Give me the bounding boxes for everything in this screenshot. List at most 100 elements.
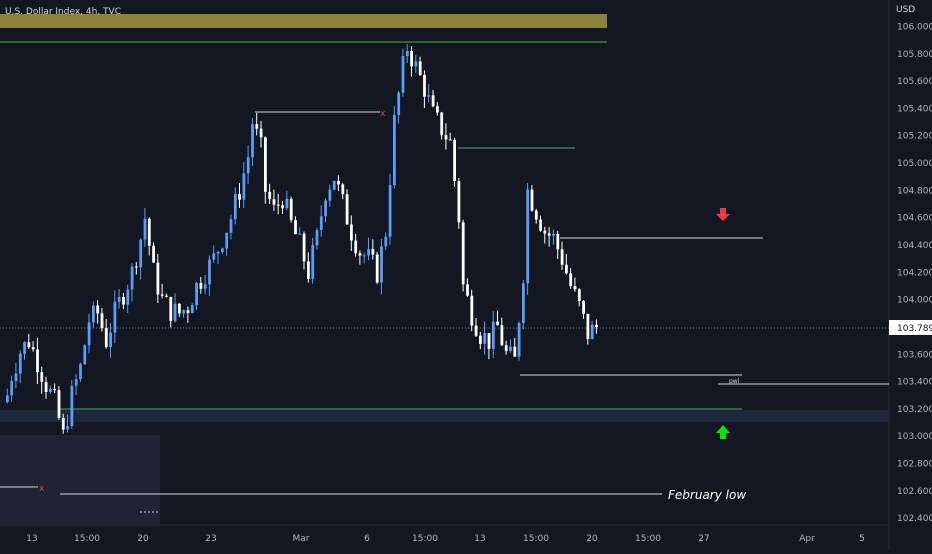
candle-body[interactable] <box>182 310 186 314</box>
candle-body[interactable] <box>49 388 52 392</box>
candle-body[interactable] <box>491 321 495 349</box>
candle-body[interactable] <box>130 266 134 290</box>
candle-body[interactable] <box>362 255 366 257</box>
candle-body[interactable] <box>61 418 65 430</box>
candles-group[interactable] <box>6 44 598 434</box>
time-axis[interactable]: 13 15:00 20 23 Mar 6 15:00 13 15:00 20 15:00 27 Apr 5 <box>26 534 865 544</box>
candle-body[interactable] <box>14 373 18 382</box>
candle-body[interactable] <box>483 333 487 344</box>
supply-zone[interactable] <box>0 14 607 28</box>
price-axis[interactable]: 106.000 105.800 105.600 105.400 105.200 105.0… <box>897 22 932 524</box>
candle-body[interactable] <box>453 139 456 182</box>
candle-body[interactable] <box>354 240 358 254</box>
candle-body[interactable] <box>371 249 375 255</box>
candle-body[interactable] <box>173 303 177 321</box>
candle-body[interactable] <box>384 236 388 247</box>
candle-body[interactable] <box>10 381 14 396</box>
candle-body[interactable] <box>203 284 207 289</box>
candle-body[interactable] <box>414 61 418 67</box>
candle-body[interactable] <box>436 106 439 113</box>
candle-body[interactable] <box>31 347 35 350</box>
candle-body[interactable] <box>513 346 517 357</box>
candle-body[interactable] <box>509 346 512 352</box>
candle-body[interactable] <box>311 245 315 279</box>
candle-body[interactable] <box>440 112 444 136</box>
candle-body[interactable] <box>500 325 504 346</box>
candle-body[interactable] <box>418 61 422 75</box>
candle-body[interactable] <box>410 50 413 67</box>
candle-body[interactable] <box>186 310 190 314</box>
candle-body[interactable] <box>83 345 87 365</box>
candle-body[interactable] <box>23 342 26 354</box>
candle-body[interactable] <box>40 372 44 383</box>
candle-body[interactable] <box>487 333 491 349</box>
candle-body[interactable] <box>276 204 280 206</box>
candle-body[interactable] <box>212 253 216 260</box>
candle-body[interactable] <box>229 219 233 233</box>
candle-body[interactable] <box>534 210 538 220</box>
candle-body[interactable] <box>96 305 100 314</box>
candle-body[interactable] <box>225 232 229 249</box>
candle-body[interactable] <box>74 379 78 386</box>
candle-body[interactable] <box>461 222 465 285</box>
candle-body[interactable] <box>285 198 289 209</box>
candle-body[interactable] <box>268 191 272 200</box>
candle-body[interactable] <box>466 284 469 296</box>
candle-body[interactable] <box>79 364 82 380</box>
candle-body[interactable] <box>517 322 521 357</box>
candle-body[interactable] <box>238 194 241 200</box>
demand-zone[interactable] <box>0 410 889 422</box>
candle-body[interactable] <box>195 282 198 306</box>
candle-body[interactable] <box>350 224 353 241</box>
candle-body[interactable] <box>53 388 57 391</box>
candle-body[interactable] <box>44 382 48 392</box>
candle-body[interactable] <box>139 239 143 268</box>
candle-body[interactable] <box>479 335 482 344</box>
candle-body[interactable] <box>152 245 155 263</box>
candle-body[interactable] <box>444 135 448 140</box>
candle-body[interactable] <box>156 262 160 295</box>
candle-body[interactable] <box>569 273 573 287</box>
candle-body[interactable] <box>147 218 151 246</box>
candle-body[interactable] <box>298 233 302 235</box>
candle-body[interactable] <box>27 342 31 348</box>
candle-body[interactable] <box>423 74 426 97</box>
candle-body[interactable] <box>539 219 542 231</box>
candle-body[interactable] <box>281 205 284 209</box>
candle-body[interactable] <box>522 283 525 323</box>
candle-body[interactable] <box>109 332 112 348</box>
candle-body[interactable] <box>302 233 306 262</box>
candle-body[interactable] <box>367 249 370 256</box>
candle-body[interactable] <box>259 128 263 138</box>
candle-body[interactable] <box>586 313 590 340</box>
candle-body[interactable] <box>104 328 108 348</box>
candle-body[interactable] <box>556 233 560 250</box>
candle-body[interactable] <box>397 92 401 115</box>
candle-body[interactable] <box>242 173 246 200</box>
candle-body[interactable] <box>272 199 276 205</box>
candle-body[interactable] <box>122 296 125 305</box>
candle-body[interactable] <box>332 180 336 190</box>
candle-body[interactable] <box>165 295 168 297</box>
candle-body[interactable] <box>294 220 297 235</box>
candle-body[interactable] <box>160 294 164 296</box>
candle-body[interactable] <box>595 324 598 328</box>
candle-body[interactable] <box>87 322 91 346</box>
candle-body[interactable] <box>582 300 585 314</box>
candle-body[interactable] <box>474 325 478 336</box>
candle-body[interactable] <box>530 189 534 211</box>
candle-body[interactable] <box>388 185 392 237</box>
candle-body[interactable] <box>169 296 173 321</box>
candle-body[interactable] <box>393 114 396 186</box>
candle-body[interactable] <box>577 289 581 301</box>
candle-body[interactable] <box>431 95 435 107</box>
candle-body[interactable] <box>233 194 237 220</box>
candle-body[interactable] <box>315 230 319 246</box>
candle-body[interactable] <box>375 254 379 283</box>
candle-body[interactable] <box>18 353 22 374</box>
candle-body[interactable] <box>264 137 267 192</box>
candle-body[interactable] <box>504 345 508 352</box>
candle-body[interactable] <box>92 305 95 323</box>
